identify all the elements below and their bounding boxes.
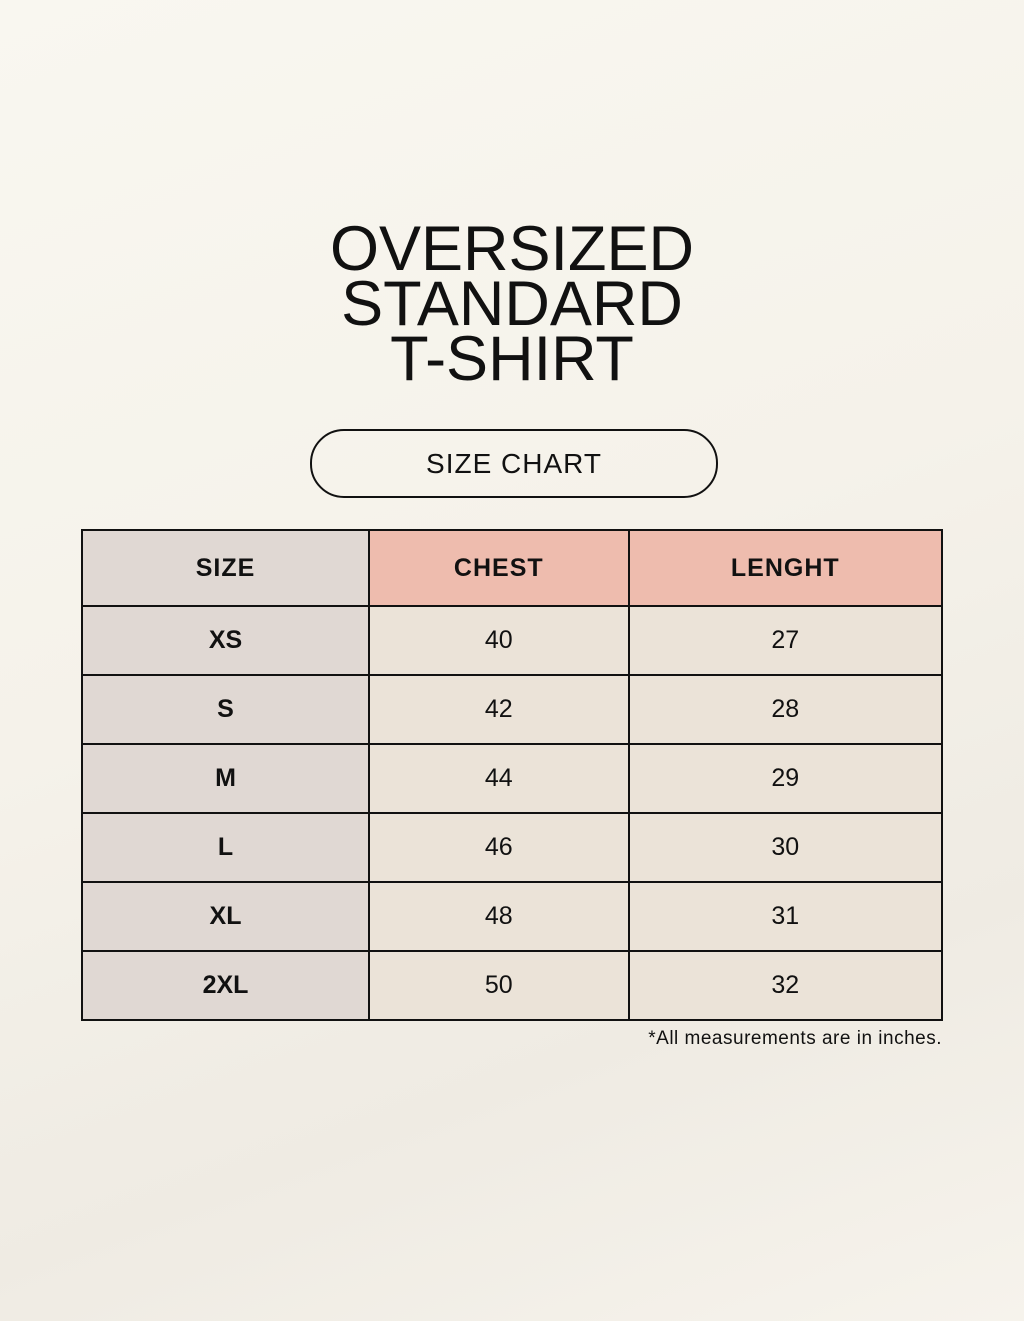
header-length: LENGHT [627,529,944,607]
length-cell: 28 [627,674,944,745]
size-table: SIZE CHEST LENGHT XS 40 27 S 42 28 M 44 29 L 46 30 X… [81,529,944,1021]
table-row: S 42 28 [81,674,944,745]
table-row: 2XL 50 32 [81,950,944,1021]
chest-cell: 42 [368,674,630,745]
title-line: STANDARD [341,269,683,339]
size-cell: S [81,674,370,745]
table-header-row: SIZE CHEST LENGHT [81,529,944,607]
length-cell: 31 [627,881,944,952]
table-row: M 44 29 [81,743,944,814]
measurement-note: *All measurements are in inches. [648,1028,942,1049]
table-row: XS 40 27 [81,605,944,676]
title-line: T-SHIRT [390,324,634,394]
length-cell: 29 [627,743,944,814]
page-title: OVERSIZED STANDARD T-SHIRT [0,214,1024,394]
size-cell: L [81,812,370,883]
table-row: L 46 30 [81,812,944,883]
size-cell: 2XL [81,950,370,1021]
header-chest: CHEST [368,529,630,607]
length-cell: 30 [627,812,944,883]
header-size: SIZE [81,529,370,607]
chest-cell: 44 [368,743,630,814]
chest-cell: 48 [368,881,630,952]
length-cell: 32 [627,950,944,1021]
size-cell: XL [81,881,370,952]
table-row: XL 48 31 [81,881,944,952]
size-chart-badge: SIZE CHART [310,429,718,498]
size-cell: XS [81,605,370,676]
length-cell: 27 [627,605,944,676]
size-cell: M [81,743,370,814]
title-line: OVERSIZED [329,214,695,284]
chest-cell: 46 [368,812,630,883]
chest-cell: 40 [368,605,630,676]
chest-cell: 50 [368,950,630,1021]
